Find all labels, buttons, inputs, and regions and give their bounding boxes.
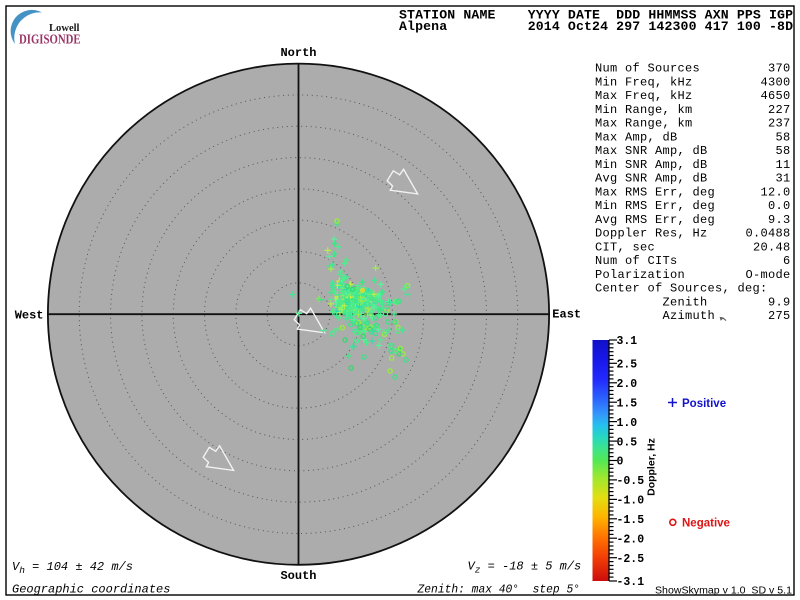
svg-text:Min Freq, kHz: Min Freq, kHz <box>595 76 693 90</box>
svg-text:370: 370 <box>768 62 791 76</box>
svg-text:-3.1: -3.1 <box>617 576 645 589</box>
svg-text:DIGISONDE: DIGISONDE <box>19 31 81 46</box>
svg-text:-2.0: -2.0 <box>617 533 645 546</box>
svg-text:58: 58 <box>775 144 790 158</box>
svg-text:0.0488: 0.0488 <box>745 227 790 241</box>
svg-text:9.9: 9.9 <box>768 295 791 309</box>
svg-text:0: 0 <box>617 456 624 469</box>
svg-text:58: 58 <box>775 130 790 144</box>
svg-text:237: 237 <box>768 117 791 131</box>
svg-text:Min SNR Amp, dB: Min SNR Amp, dB <box>595 158 708 172</box>
svg-text:2.5: 2.5 <box>617 359 638 372</box>
svg-text:2.0: 2.0 <box>617 378 638 391</box>
svg-text:Max RMS Err, deg: Max RMS Err, deg <box>595 185 715 199</box>
svg-text:Geographic coordinates: Geographic coordinates <box>12 583 170 597</box>
svg-text:Azimuth: Azimuth <box>595 309 715 323</box>
svg-text:11: 11 <box>775 158 790 172</box>
svg-text:20.48: 20.48 <box>753 240 791 254</box>
svg-text:Zenith: max 40° step 5°: Zenith: max 40° step 5° <box>417 583 580 597</box>
svg-text:Center of Sources, deg:: Center of Sources, deg: <box>595 282 768 296</box>
svg-text:East: East <box>552 308 581 322</box>
svg-text:-1.5: -1.5 <box>617 514 645 527</box>
svg-text:227: 227 <box>768 103 791 117</box>
svg-text:South: South <box>280 569 316 583</box>
svg-text:Vz = -18 ± 5 m/s: Vz = -18 ± 5 m/s <box>468 560 582 576</box>
svg-text:Lowell: Lowell <box>49 22 80 34</box>
svg-text:Num of CITs: Num of CITs <box>595 254 678 268</box>
svg-text:STATION NAME YYYY DATE DDD: STATION NAME YYYY DATE DDD HHMMSS AXN PP… <box>399 7 793 22</box>
svg-text:Polarization: Polarization <box>595 268 685 282</box>
svg-text:Max SNR Amp, dB: Max SNR Amp, dB <box>595 144 708 158</box>
svg-text:Max Freq, kHz: Max Freq, kHz <box>595 89 693 103</box>
svg-text:1.5: 1.5 <box>617 397 638 410</box>
svg-text:West: West <box>15 308 44 322</box>
svg-text:1.0: 1.0 <box>617 417 638 430</box>
svg-text:Num of Sources: Num of Sources <box>595 62 700 76</box>
svg-text:0.5: 0.5 <box>617 436 638 449</box>
svg-text:0.0: 0.0 <box>768 199 791 213</box>
svg-text:-0.5: -0.5 <box>617 475 645 488</box>
svg-text:31: 31 <box>775 172 790 186</box>
svg-text:Max Range, km: Max Range, km <box>595 117 693 131</box>
svg-text:Positive: Positive <box>682 398 726 410</box>
svg-text:Avg RMS Err, deg: Avg RMS Err, deg <box>595 213 715 227</box>
svg-text:6: 6 <box>783 254 791 268</box>
svg-text:4300: 4300 <box>760 76 790 90</box>
svg-text:Doppler, Hz: Doppler, Hz <box>646 438 658 496</box>
svg-text:Alpena 2014 Oct24 297: Alpena 2014 Oct24 297 142300 417 100 -8D <box>399 19 793 34</box>
svg-text:-2.5: -2.5 <box>617 553 645 566</box>
svg-text:CIT, sec: CIT, sec <box>595 240 655 254</box>
svg-text:4650: 4650 <box>760 89 790 103</box>
svg-text:ShowSkymap v 1.0 SD v 5.1: ShowSkymap v 1.0 SD v 5.1 <box>655 586 792 597</box>
svg-text:Min RMS Err, deg: Min RMS Err, deg <box>595 199 715 213</box>
svg-text:O-mode: O-mode <box>745 268 790 282</box>
svg-text:12.0: 12.0 <box>760 185 790 199</box>
svg-text:Avg SNR Amp, dB: Avg SNR Amp, dB <box>595 172 708 186</box>
svg-text:North: North <box>280 46 316 60</box>
svg-text:Vh = 104 ± 42 m/s: Vh = 104 ± 42 m/s <box>12 560 133 576</box>
svg-text:Doppler Res, Hz: Doppler Res, Hz <box>595 227 708 241</box>
svg-text:Zenith: Zenith <box>595 295 708 309</box>
svg-text:9.3: 9.3 <box>768 213 791 227</box>
svg-text:3.1: 3.1 <box>617 335 638 348</box>
svg-text:Negative: Negative <box>682 518 730 530</box>
svg-text:-1.0: -1.0 <box>617 495 645 508</box>
svg-text:Max Amp, dB: Max Amp, dB <box>595 130 678 144</box>
svg-text:Min Range, km: Min Range, km <box>595 103 693 117</box>
svg-text:275: 275 <box>768 309 791 323</box>
